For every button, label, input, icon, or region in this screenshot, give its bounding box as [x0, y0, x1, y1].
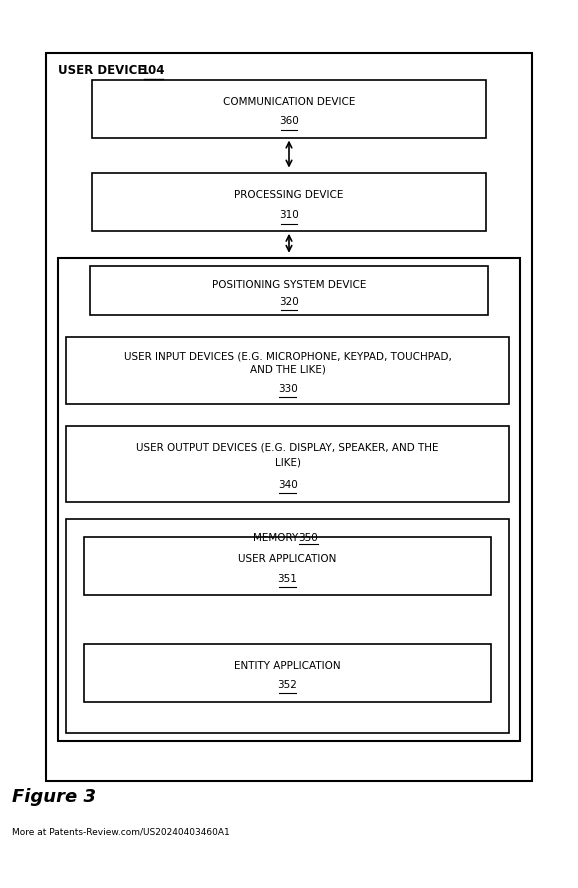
FancyBboxPatch shape [84, 644, 491, 702]
FancyBboxPatch shape [84, 537, 491, 595]
Text: More at Patents-Review.com/US20240403460A1: More at Patents-Review.com/US20240403460… [12, 828, 229, 836]
FancyBboxPatch shape [66, 426, 509, 502]
Text: MEMORY: MEMORY [254, 533, 299, 543]
FancyBboxPatch shape [58, 258, 520, 741]
Text: COMMUNICATION DEVICE: COMMUNICATION DEVICE [223, 97, 355, 107]
Text: 351: 351 [277, 574, 298, 583]
Text: 352: 352 [277, 680, 298, 690]
Text: LIKE): LIKE) [275, 457, 301, 467]
Text: USER APPLICATION: USER APPLICATION [238, 554, 337, 564]
Text: AND THE LIKE): AND THE LIKE) [250, 364, 325, 375]
Text: 360: 360 [279, 116, 299, 126]
Text: POSITIONING SYSTEM DEVICE: POSITIONING SYSTEM DEVICE [212, 280, 366, 290]
FancyBboxPatch shape [92, 80, 486, 138]
FancyBboxPatch shape [66, 519, 509, 733]
Text: USER OUTPUT DEVICES (E.G. DISPLAY, SPEAKER, AND THE: USER OUTPUT DEVICES (E.G. DISPLAY, SPEAK… [136, 442, 439, 452]
Text: 310: 310 [279, 210, 299, 219]
FancyBboxPatch shape [90, 266, 488, 315]
FancyBboxPatch shape [46, 53, 532, 781]
Text: USER DEVICE: USER DEVICE [58, 64, 149, 77]
Text: 320: 320 [279, 297, 299, 306]
FancyBboxPatch shape [92, 173, 486, 231]
Text: 330: 330 [277, 385, 298, 394]
Text: 350: 350 [298, 533, 318, 543]
Text: ENTITY APPLICATION: ENTITY APPLICATION [234, 661, 341, 670]
Text: 104: 104 [141, 64, 166, 77]
FancyBboxPatch shape [66, 337, 509, 404]
Text: Figure 3: Figure 3 [12, 789, 95, 806]
Text: 340: 340 [277, 480, 298, 490]
Text: PROCESSING DEVICE: PROCESSING DEVICE [234, 190, 344, 200]
Text: USER INPUT DEVICES (E.G. MICROPHONE, KEYPAD, TOUCHPAD,: USER INPUT DEVICES (E.G. MICROPHONE, KEY… [124, 351, 451, 361]
